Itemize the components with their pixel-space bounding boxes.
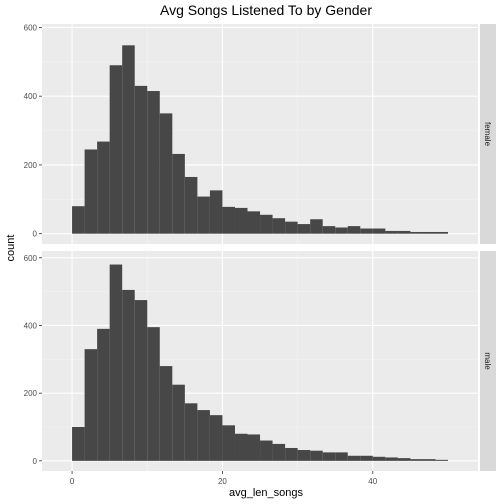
histogram-bar (159, 366, 173, 461)
histogram-bar (147, 91, 160, 234)
histogram-bar (410, 459, 423, 461)
histogram-bar (134, 300, 148, 461)
histogram-bar (260, 214, 273, 234)
histogram-bar (285, 447, 298, 461)
facet-panels: 0 200 400 600 female 0 200 400 600 male (24, 23, 496, 471)
histogram-bar (172, 153, 185, 234)
y-tick-label: 0 (33, 457, 38, 466)
histogram-bar (234, 207, 248, 234)
histogram-bar (422, 231, 436, 234)
histogram-bar (272, 218, 286, 234)
histogram-bar (435, 459, 449, 461)
histogram-bar (322, 452, 336, 461)
histogram-bar (72, 427, 85, 461)
histogram-bar (435, 231, 449, 234)
chart-title: Avg Songs Listened To by Gender (160, 2, 372, 18)
histogram-bar (197, 196, 210, 234)
histogram-bar (97, 141, 110, 234)
histogram-bar (197, 410, 210, 461)
histogram-bar (422, 459, 436, 461)
histogram-bar (122, 45, 135, 234)
histogram-bar (297, 450, 311, 461)
histogram-bar (247, 434, 261, 461)
histogram-bar (172, 384, 185, 461)
histogram-bar (322, 226, 336, 234)
y-tick-label: 400 (24, 321, 38, 330)
y-tick-label: 400 (24, 92, 38, 101)
histogram-bar (360, 455, 373, 461)
histogram-bar (184, 176, 198, 234)
facet-panel-male: 0 200 400 600 male (24, 251, 496, 471)
x-axis-title: avg_len_songs (229, 487, 304, 499)
y-tick-label: 600 (24, 23, 38, 32)
x-tick-label: 0 (70, 477, 75, 486)
facet-panel-female: 0 200 400 600 female (24, 23, 496, 244)
histogram-bar (222, 425, 235, 461)
histogram-bar (234, 433, 248, 461)
facet-strip (480, 24, 496, 244)
y-tick-label: 0 (33, 230, 38, 239)
histogram-bar (347, 226, 361, 234)
x-axis: 0 20 40 (70, 471, 378, 486)
facet-strip-label: female (483, 122, 492, 147)
histogram-bar (247, 211, 261, 234)
x-tick-label: 20 (218, 477, 227, 486)
histogram-bar (209, 415, 223, 461)
y-tick-label: 200 (24, 389, 38, 398)
histogram-bar (335, 452, 348, 461)
histogram-bar (260, 440, 273, 461)
x-tick-label: 40 (368, 477, 377, 486)
y-tick-label: 200 (24, 161, 38, 170)
histogram-bar (84, 149, 98, 234)
histogram-bar (347, 455, 361, 461)
histogram-bar (97, 328, 110, 461)
histogram-bar (335, 227, 348, 234)
histogram-bar (385, 230, 398, 234)
histogram-bar (410, 231, 423, 234)
histogram-bar (134, 85, 148, 234)
histogram-bar (372, 228, 386, 234)
histogram-bar (209, 190, 223, 234)
histogram-bar (222, 206, 235, 234)
histogram-bar (297, 224, 311, 234)
histogram-bar (147, 327, 160, 461)
histogram-bar (109, 65, 123, 234)
histogram-bar (372, 456, 386, 461)
y-tick-label: 600 (24, 254, 38, 263)
histogram-bar (385, 457, 398, 461)
histogram-bar (272, 443, 286, 461)
histogram-bar (122, 289, 135, 461)
histogram-bar (159, 113, 173, 234)
histogram-bar (310, 219, 323, 234)
histogram-bar (184, 403, 198, 461)
histogram-bar (397, 230, 411, 234)
histogram-bar (72, 206, 85, 234)
y-axis-title: count (5, 235, 17, 262)
histogram-bars (72, 45, 449, 234)
facet-strip (480, 251, 496, 471)
facet-strip-label: male (483, 352, 492, 370)
histogram-bar (360, 228, 373, 234)
histogram-bars (72, 264, 449, 461)
histogram-bar (397, 458, 411, 461)
histogram-bar (84, 349, 98, 461)
histogram-bar (285, 221, 298, 234)
histogram-bar (310, 450, 323, 461)
histogram-bar (109, 264, 123, 461)
